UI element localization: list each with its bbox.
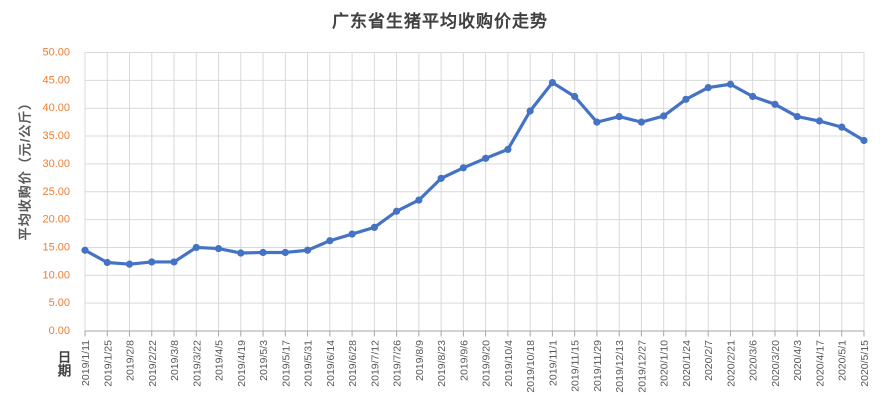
y-tick-label: 5.00 <box>49 297 70 309</box>
x-axis-title: 日期 <box>55 350 71 377</box>
data-point-marker <box>370 223 378 231</box>
x-tick-label: 2019/2/8 <box>125 340 137 381</box>
x-tick-label: 2020/5/1 <box>837 340 849 381</box>
data-point-marker <box>81 246 89 254</box>
data-point-marker <box>459 164 467 172</box>
x-tick-label: 2020/1/24 <box>681 340 693 387</box>
data-point-marker <box>170 258 178 266</box>
y-tick-label: 0.00 <box>49 325 70 337</box>
y-tick-label: 25.00 <box>42 186 70 198</box>
data-point-marker <box>771 100 779 108</box>
y-tick-label: 40.00 <box>42 102 70 114</box>
x-tick-label: 2020/2/7 <box>703 340 715 381</box>
x-tick-label: 2019/5/3 <box>258 340 270 381</box>
data-point-marker <box>615 112 623 121</box>
y-tick-label: 15.00 <box>42 241 70 253</box>
x-tick-label: 2019/4/5 <box>214 340 226 381</box>
data-point-marker <box>281 248 289 257</box>
x-tick-label: 2019/9/20 <box>481 340 493 387</box>
data-point-marker <box>504 145 512 154</box>
x-tick-label: 2019/8/23 <box>436 340 448 387</box>
x-tick-label: 2019/11/29 <box>592 340 604 392</box>
x-tick-label: 2019/12/27 <box>636 340 648 393</box>
data-point-marker <box>415 196 423 204</box>
x-tick-label: 2019/5/31 <box>303 340 315 387</box>
x-tick-label: 2019/5/17 <box>280 340 292 387</box>
x-tick-label: 2019/10/18 <box>525 340 537 393</box>
data-point-marker <box>660 112 668 120</box>
data-point-marker <box>726 80 735 88</box>
data-point-marker <box>548 78 557 87</box>
data-point-marker <box>815 117 824 125</box>
x-tick-label: 2020/3/20 <box>770 340 782 387</box>
y-tick-label: 50.00 <box>42 47 70 59</box>
x-tick-label: 2019/12/13 <box>614 340 626 393</box>
data-point-marker <box>704 83 712 92</box>
x-tick-label: 2019/2/22 <box>147 340 159 387</box>
x-tick-label: 2019/11/15 <box>570 340 582 392</box>
data-point-marker <box>148 258 156 266</box>
data-point-marker <box>571 92 579 101</box>
data-point-marker <box>303 246 312 254</box>
x-tick-label: 2019/9/6 <box>458 340 470 381</box>
data-point-marker <box>526 107 534 115</box>
x-tick-label: 2019/3/8 <box>169 340 181 381</box>
x-tick-label: 2020/2/21 <box>725 340 737 387</box>
x-tick-label: 2019/10/4 <box>503 340 515 387</box>
x-tick-label: 2019/1/11 <box>80 340 92 386</box>
data-point-marker <box>259 248 267 257</box>
y-tick-label: 30.00 <box>42 158 70 170</box>
data-point-marker <box>860 136 868 145</box>
data-point-marker <box>838 123 846 131</box>
data-point-marker <box>437 174 445 182</box>
y-tick-label: 45.00 <box>42 74 70 86</box>
x-tick-label: 2019/1/25 <box>102 340 114 387</box>
y-tick-label: 20.00 <box>42 214 70 226</box>
y-tick-label: 35.00 <box>42 130 70 142</box>
y-tick-label: 10.00 <box>42 269 70 281</box>
data-point-marker <box>125 260 134 268</box>
x-tick-label: 2020/4/17 <box>814 340 826 387</box>
data-point-marker <box>214 244 223 253</box>
data-point-marker <box>103 258 111 267</box>
data-point-marker <box>793 112 801 121</box>
x-tick-label: 2020/5/15 <box>859 340 871 387</box>
data-point-marker <box>482 154 490 162</box>
data-point-marker <box>393 207 401 215</box>
data-point-marker <box>192 243 200 252</box>
data-point-marker <box>326 237 334 245</box>
data-point-marker <box>637 118 646 126</box>
x-tick-label: 2019/6/28 <box>347 340 359 387</box>
data-point-marker <box>348 230 356 238</box>
x-tick-label: 2019/4/19 <box>236 340 248 387</box>
data-point-marker <box>749 92 757 101</box>
data-point-marker <box>593 118 601 126</box>
x-tick-label: 2019/11/1 <box>547 340 559 386</box>
x-tick-label: 2019/7/12 <box>369 340 381 387</box>
chart-title: 广东省生猪平均收购价走势 <box>332 12 548 31</box>
price-line-series <box>83 80 866 266</box>
x-tick-label: 2019/8/9 <box>414 340 426 381</box>
x-tick-label: 2020/3/6 <box>748 340 760 381</box>
data-point-marker <box>682 95 690 103</box>
x-tick-label: 2020/1/10 <box>659 340 671 387</box>
data-point-marker <box>237 249 245 257</box>
x-tick-label: 2019/7/26 <box>392 340 404 387</box>
x-tick-label: 2019/6/14 <box>325 340 337 387</box>
x-tick-label: 2019/3/22 <box>191 340 203 387</box>
x-tick-label: 2020/4/3 <box>792 340 804 381</box>
